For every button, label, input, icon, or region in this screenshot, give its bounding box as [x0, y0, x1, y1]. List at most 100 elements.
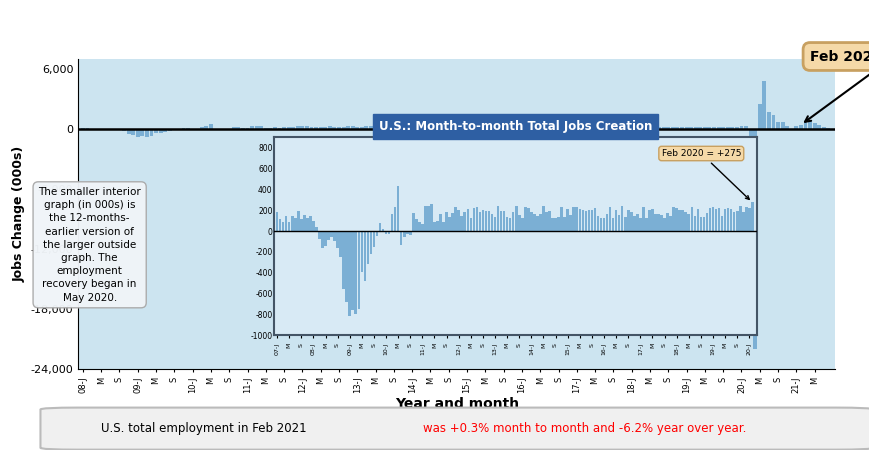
Bar: [474, 126, 478, 129]
Bar: [136, 129, 140, 137]
Text: U.S. total employment in Feb 2021: U.S. total employment in Feb 2021: [101, 422, 310, 435]
Bar: [103, 129, 108, 130]
Bar: [122, 129, 126, 131]
Bar: [445, 212, 448, 231]
Bar: [373, 126, 377, 129]
Bar: [803, 121, 806, 129]
Bar: [629, 212, 632, 231]
Bar: [419, 127, 422, 129]
Bar: [680, 210, 683, 231]
Bar: [545, 212, 547, 231]
Bar: [670, 127, 674, 129]
Bar: [514, 127, 519, 129]
Bar: [583, 127, 587, 129]
Bar: [295, 126, 300, 129]
Bar: [369, 231, 372, 254]
Bar: [588, 127, 592, 129]
Bar: [798, 125, 802, 129]
Bar: [729, 127, 733, 129]
Bar: [678, 211, 680, 231]
Bar: [396, 127, 400, 129]
Bar: [638, 127, 642, 129]
Bar: [561, 126, 564, 129]
Bar: [255, 126, 258, 129]
Bar: [517, 215, 520, 231]
Bar: [163, 129, 167, 132]
Bar: [735, 211, 738, 231]
Bar: [278, 219, 281, 231]
Bar: [415, 126, 418, 129]
Bar: [394, 207, 396, 231]
Bar: [95, 129, 98, 130]
Bar: [333, 231, 335, 242]
Bar: [511, 212, 514, 231]
Bar: [433, 222, 435, 231]
Bar: [514, 206, 517, 231]
Bar: [363, 231, 366, 281]
Bar: [523, 207, 526, 231]
Bar: [563, 217, 566, 231]
Bar: [447, 127, 450, 129]
Text: was +0.3% month to month and -6.2% year over year.: was +0.3% month to month and -6.2% year …: [422, 422, 746, 435]
Bar: [441, 127, 446, 129]
Bar: [652, 127, 656, 129]
Bar: [720, 127, 724, 129]
Bar: [502, 211, 505, 231]
Bar: [402, 231, 405, 237]
Bar: [378, 223, 381, 231]
Bar: [291, 127, 295, 129]
Bar: [687, 214, 689, 231]
Bar: [296, 212, 299, 231]
Bar: [168, 129, 171, 131]
Bar: [556, 127, 560, 129]
Bar: [779, 122, 784, 129]
Bar: [693, 216, 695, 231]
Bar: [725, 127, 729, 129]
Bar: [666, 127, 669, 129]
Bar: [533, 214, 535, 231]
Bar: [300, 219, 302, 231]
Bar: [617, 215, 620, 231]
Bar: [209, 124, 213, 129]
Bar: [572, 207, 574, 231]
Bar: [131, 129, 135, 135]
Bar: [542, 127, 546, 129]
Bar: [312, 220, 315, 231]
Bar: [273, 127, 276, 129]
Bar: [478, 127, 482, 129]
Bar: [647, 127, 651, 129]
Bar: [738, 206, 740, 231]
Bar: [674, 207, 677, 231]
Bar: [708, 208, 711, 231]
Bar: [717, 208, 720, 231]
Text: The smaller interior
graph (in 000s) is
the 12-months-
earlier version of
the la: The smaller interior graph (in 000s) is …: [38, 187, 141, 302]
Bar: [565, 126, 569, 129]
Bar: [554, 218, 556, 231]
Bar: [533, 127, 537, 129]
Bar: [528, 126, 533, 129]
Bar: [388, 231, 390, 234]
Bar: [245, 128, 249, 129]
Bar: [332, 127, 336, 129]
Bar: [807, 120, 811, 129]
Bar: [608, 207, 611, 231]
Bar: [405, 127, 409, 129]
Bar: [812, 122, 816, 129]
Bar: [510, 126, 514, 129]
Bar: [427, 206, 429, 231]
Bar: [231, 127, 235, 129]
Bar: [263, 128, 268, 129]
Bar: [535, 216, 538, 231]
Bar: [428, 127, 432, 129]
Bar: [348, 231, 350, 316]
Bar: [597, 127, 601, 129]
Bar: [451, 127, 454, 129]
Bar: [557, 216, 560, 231]
Bar: [315, 227, 317, 231]
Bar: [357, 231, 360, 309]
Bar: [336, 127, 341, 129]
Bar: [366, 231, 368, 265]
Bar: [629, 126, 633, 129]
Bar: [501, 127, 505, 129]
Bar: [302, 215, 305, 231]
